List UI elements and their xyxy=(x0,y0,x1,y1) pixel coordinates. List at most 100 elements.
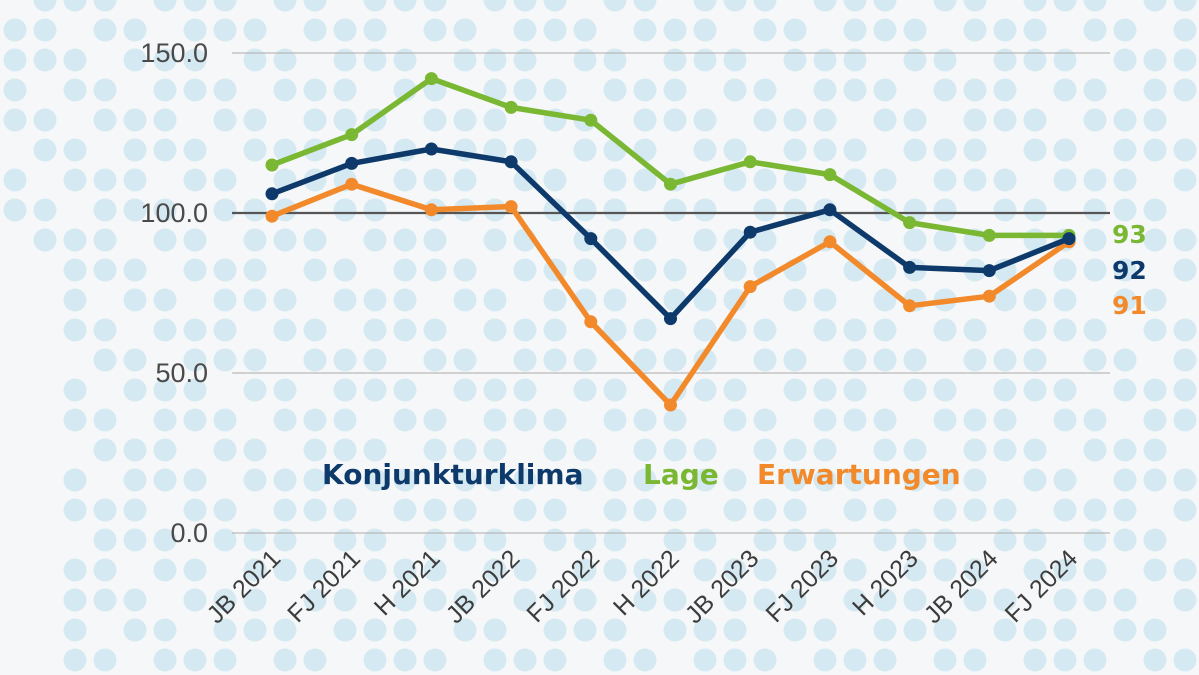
background-dot xyxy=(633,228,657,252)
background-dot xyxy=(3,48,27,72)
background-dot xyxy=(993,18,1017,42)
data-point-konjunkturklima xyxy=(265,187,279,201)
background-dot xyxy=(693,0,717,12)
background-dot xyxy=(723,588,747,612)
background-dot xyxy=(513,78,537,102)
background-dot xyxy=(633,348,657,372)
background-dot xyxy=(243,18,267,42)
background-dot xyxy=(543,0,567,12)
background-dot xyxy=(1113,588,1137,612)
background-dot xyxy=(633,0,657,12)
background-dot xyxy=(963,438,987,462)
background-dot xyxy=(843,78,867,102)
background-dot xyxy=(123,168,147,192)
background-dot xyxy=(933,558,957,582)
background-dot xyxy=(1173,648,1197,672)
background-dot xyxy=(783,588,807,612)
background-dot xyxy=(303,558,327,582)
background-dot xyxy=(543,528,567,552)
background-dot xyxy=(1173,18,1197,42)
background-dot xyxy=(1053,378,1077,402)
background-dot xyxy=(813,318,837,342)
background-dot xyxy=(933,648,957,672)
background-dot xyxy=(513,408,537,432)
background-dot xyxy=(243,228,267,252)
background-dot xyxy=(843,498,867,522)
background-dot xyxy=(1113,498,1137,522)
end-label-lage: 93 xyxy=(1112,220,1147,249)
background-dot xyxy=(813,378,837,402)
background-dot xyxy=(1083,78,1107,102)
background-dot xyxy=(423,498,447,522)
background-dot xyxy=(1023,528,1047,552)
background-dot xyxy=(603,288,627,312)
background-dot xyxy=(1173,558,1197,582)
background-dot xyxy=(723,468,747,492)
data-point-erwartungen xyxy=(504,200,518,214)
data-point-konjunkturklima xyxy=(823,203,837,217)
background-dot xyxy=(1173,258,1197,282)
x-tick-label: JB 2021 xyxy=(202,544,287,629)
background-dot xyxy=(363,228,387,252)
background-dot xyxy=(873,18,897,42)
background-dot xyxy=(303,588,327,612)
background-dot xyxy=(1173,378,1197,402)
background-dot xyxy=(693,438,717,462)
background-dot xyxy=(513,588,537,612)
background-dot xyxy=(633,108,657,132)
background-dot xyxy=(423,438,447,462)
background-dot xyxy=(423,348,447,372)
data-point-erwartungen xyxy=(345,177,359,191)
y-tick-label: 100.0 xyxy=(140,198,208,228)
background-dot xyxy=(723,48,747,72)
background-dot xyxy=(333,498,357,522)
background-dot xyxy=(903,618,927,642)
background-dot xyxy=(213,318,237,342)
data-point-konjunkturklima xyxy=(584,232,598,246)
background-dot xyxy=(543,438,567,462)
background-dot xyxy=(153,408,177,432)
background-dot xyxy=(963,498,987,522)
background-dot xyxy=(1143,318,1167,342)
background-dot xyxy=(1143,78,1167,102)
background-dot xyxy=(843,558,867,582)
background-dot xyxy=(843,0,867,12)
background-dot xyxy=(573,468,597,492)
x-tick-label: JB 2022 xyxy=(441,544,526,629)
background-dot xyxy=(1083,498,1107,522)
background-dot xyxy=(723,618,747,642)
background-dot xyxy=(213,648,237,672)
data-point-lage xyxy=(424,72,438,86)
background-dot xyxy=(783,468,807,492)
background-dot xyxy=(663,258,687,282)
background-dot xyxy=(1083,588,1107,612)
background-dot xyxy=(903,138,927,162)
background-dot xyxy=(873,588,897,612)
background-dot xyxy=(573,588,597,612)
background-dot xyxy=(723,408,747,432)
y-tick-label: 0.0 xyxy=(170,518,208,548)
background-dot xyxy=(273,0,297,12)
background-dot xyxy=(483,48,507,72)
background-dot xyxy=(1083,528,1107,552)
background-dot xyxy=(333,588,357,612)
background-dot xyxy=(963,648,987,672)
background-dot xyxy=(393,318,417,342)
background-dot xyxy=(663,378,687,402)
data-point-lage xyxy=(504,100,518,114)
background-dot xyxy=(573,378,597,402)
background-dot xyxy=(903,378,927,402)
background-dot xyxy=(963,468,987,492)
background-dot xyxy=(63,318,87,342)
background-dot xyxy=(303,78,327,102)
background-dot xyxy=(903,558,927,582)
background-dot xyxy=(753,78,777,102)
background-dot xyxy=(1113,438,1137,462)
background-dot xyxy=(393,588,417,612)
background-dot xyxy=(393,48,417,72)
background-dot xyxy=(723,648,747,672)
background-dot xyxy=(333,108,357,132)
background-dot xyxy=(1023,138,1047,162)
background-dot xyxy=(273,318,297,342)
